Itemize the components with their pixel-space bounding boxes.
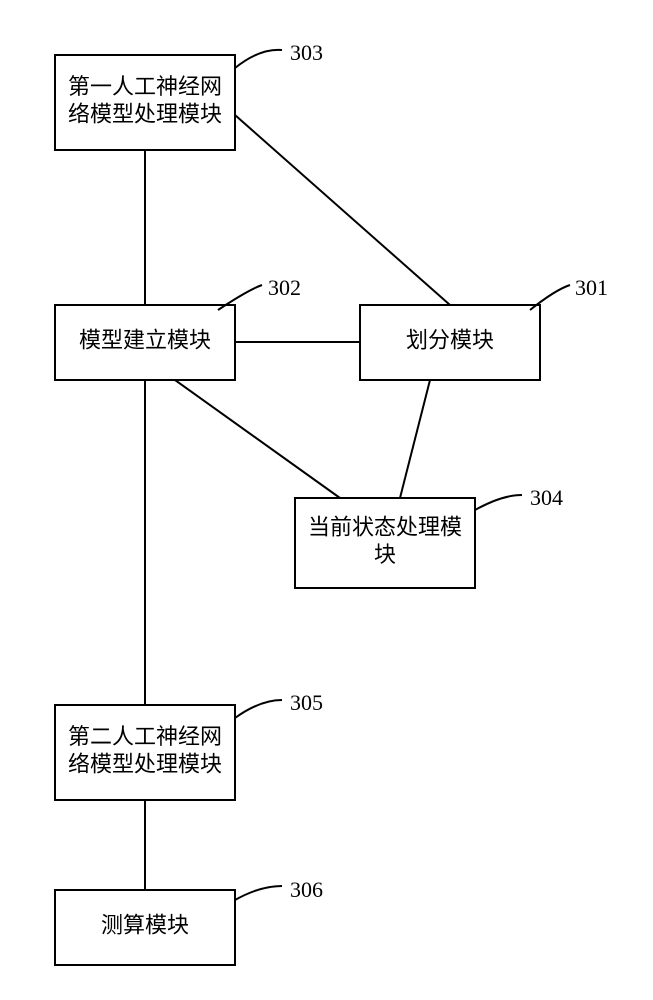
node-n306: 测算模块 306 xyxy=(55,877,323,965)
node-text: 当前状态处理模 xyxy=(308,514,462,539)
label-leader xyxy=(235,886,282,900)
node-label-number: 303 xyxy=(290,40,323,65)
node-label-number: 305 xyxy=(290,690,323,715)
node-n301: 划分模块 301 xyxy=(360,275,608,380)
label-leader xyxy=(218,285,262,310)
node-n303: 第一人工神经网络模型处理模块 303 xyxy=(55,40,323,150)
node-text: 第二人工神经网 xyxy=(68,724,222,749)
node-label-number: 302 xyxy=(268,275,301,300)
node-label-number: 306 xyxy=(290,877,323,902)
node-text: 模型建立模块 xyxy=(79,328,211,353)
node-text: 第一人工神经网 xyxy=(68,74,222,99)
label-leader xyxy=(235,50,282,68)
node-label-number: 304 xyxy=(530,485,563,510)
node-text: 划分模块 xyxy=(406,328,494,353)
label-leader xyxy=(530,285,570,310)
label-leader xyxy=(235,700,282,718)
node-label-number: 301 xyxy=(575,275,608,300)
node-n304: 当前状态处理模块 304 xyxy=(295,485,563,588)
diagram-canvas: 第一人工神经网络模型处理模块 303 模型建立模块 302 划分模块 301 当前状态处理模… xyxy=(0,0,653,1000)
label-leader xyxy=(475,495,522,510)
edge xyxy=(400,380,430,498)
node-n302: 模型建立模块 302 xyxy=(55,275,301,380)
node-text: 络模型处理模块 xyxy=(68,101,222,126)
node-text: 络模型处理模块 xyxy=(68,751,222,776)
node-n305: 第二人工神经网络模型处理模块 305 xyxy=(55,690,323,800)
node-text: 块 xyxy=(374,542,396,567)
node-text: 测算模块 xyxy=(101,913,189,938)
edge xyxy=(175,380,340,498)
